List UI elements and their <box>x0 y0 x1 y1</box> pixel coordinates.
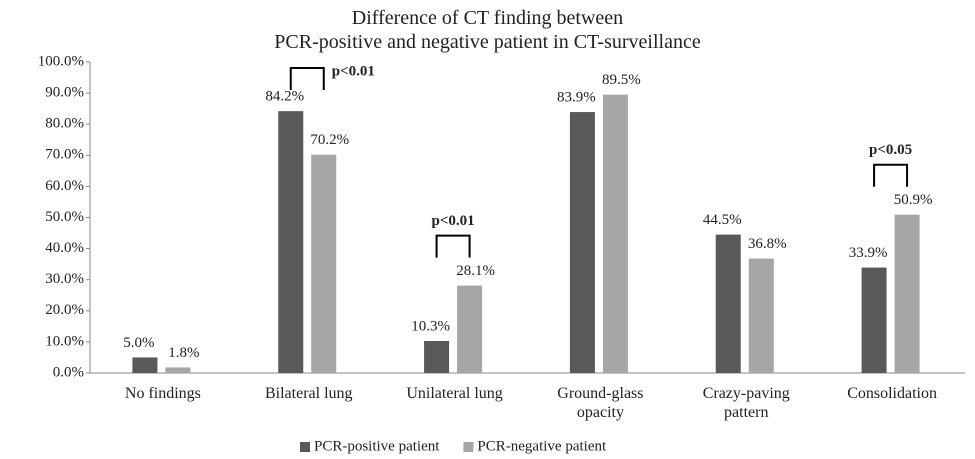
y-tick-label: 80.0% <box>45 116 84 132</box>
annotation: p<0.01 <box>332 63 375 79</box>
legend-label: PCR-negative patient <box>477 438 607 454</box>
y-tick-label: 0.0% <box>53 364 84 380</box>
bar <box>311 154 337 373</box>
y-tick-label: 100.0% <box>38 53 84 69</box>
value-label: 33.9% <box>849 245 888 261</box>
y-tick-label: 40.0% <box>45 240 84 256</box>
bar <box>132 357 158 373</box>
bar <box>424 340 450 373</box>
bar <box>894 214 920 373</box>
value-label: 83.9% <box>557 90 596 106</box>
x-tick-label: Unilateral lung <box>406 385 503 402</box>
value-label: 28.1% <box>456 263 495 279</box>
bar <box>457 285 483 373</box>
legend-label: PCR-positive patient <box>314 438 440 454</box>
y-tick-label: 20.0% <box>45 302 84 318</box>
bar <box>569 112 595 374</box>
y-tick-label: 30.0% <box>45 271 84 287</box>
value-label: 44.5% <box>703 212 742 228</box>
x-tick-label: No findings <box>124 385 201 402</box>
chart-title: Difference of CT finding between PCR-pos… <box>274 7 701 53</box>
y-tick-label: 50.0% <box>45 209 84 225</box>
significance-bracket <box>289 67 325 90</box>
bar <box>165 367 191 373</box>
x-tick-label: Consolidation <box>847 385 937 402</box>
x-tick-label: Ground-glass opacity <box>557 385 644 421</box>
x-tick-label: Crazy-paving pattern <box>702 385 790 421</box>
value-label: 10.3% <box>411 318 450 334</box>
bar <box>748 258 774 373</box>
legend-swatch <box>463 442 474 452</box>
y-tick-label: 10.0% <box>45 333 84 349</box>
annotation: p<0.05 <box>869 142 912 158</box>
value-label: 70.2% <box>310 132 349 148</box>
significance-bracket <box>435 234 471 258</box>
bar <box>602 94 628 373</box>
y-tick-label: 70.0% <box>45 147 84 163</box>
value-label: 1.8% <box>168 345 199 361</box>
significance-bracket <box>873 163 909 187</box>
legend-swatch <box>300 442 310 452</box>
value-label: 50.9% <box>894 192 933 208</box>
bar <box>278 111 304 373</box>
y-tick-label: 60.0% <box>45 178 84 194</box>
value-label: 36.8% <box>748 236 787 252</box>
annotation: p<0.01 <box>432 213 475 229</box>
x-tick-label: Bilateral lung <box>264 385 353 402</box>
value-label: 5.0% <box>123 335 154 351</box>
bar <box>861 267 887 373</box>
y-tick-label: 90.0% <box>45 85 84 101</box>
bar <box>715 234 741 373</box>
value-label: 84.2% <box>265 89 304 105</box>
value-label: 89.5% <box>602 72 641 88</box>
